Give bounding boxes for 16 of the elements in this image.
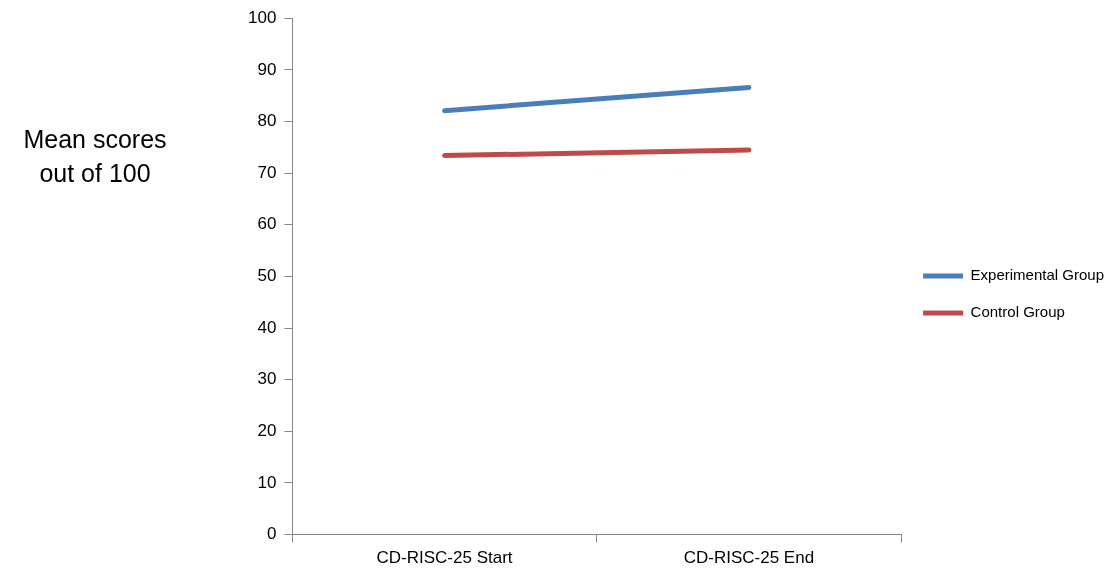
x-tick-label: CD-RISC-25 End — [683, 548, 815, 568]
y-tick-label: 60 — [257, 214, 277, 234]
y-tick-label: 90 — [257, 59, 277, 79]
y-tick-label: 30 — [257, 369, 277, 389]
y-tick-label: 10 — [257, 472, 277, 492]
y-tick-label: 20 — [257, 421, 277, 441]
y-tick-label: 0 — [266, 524, 277, 544]
y-axis-title: Mean scores out of 100 — [22, 124, 168, 189]
y-tick-label: 70 — [257, 162, 277, 182]
y-tick-label: 100 — [247, 7, 277, 27]
y-tick-label: 40 — [257, 317, 277, 337]
x-tick-label: CD-RISC-25 Start — [376, 548, 513, 568]
legend-label: Experimental Group — [970, 266, 1105, 284]
y-tick-label: 80 — [257, 111, 277, 131]
legend-label: Control Group — [970, 303, 1065, 321]
y-tick-label: 50 — [257, 266, 277, 286]
